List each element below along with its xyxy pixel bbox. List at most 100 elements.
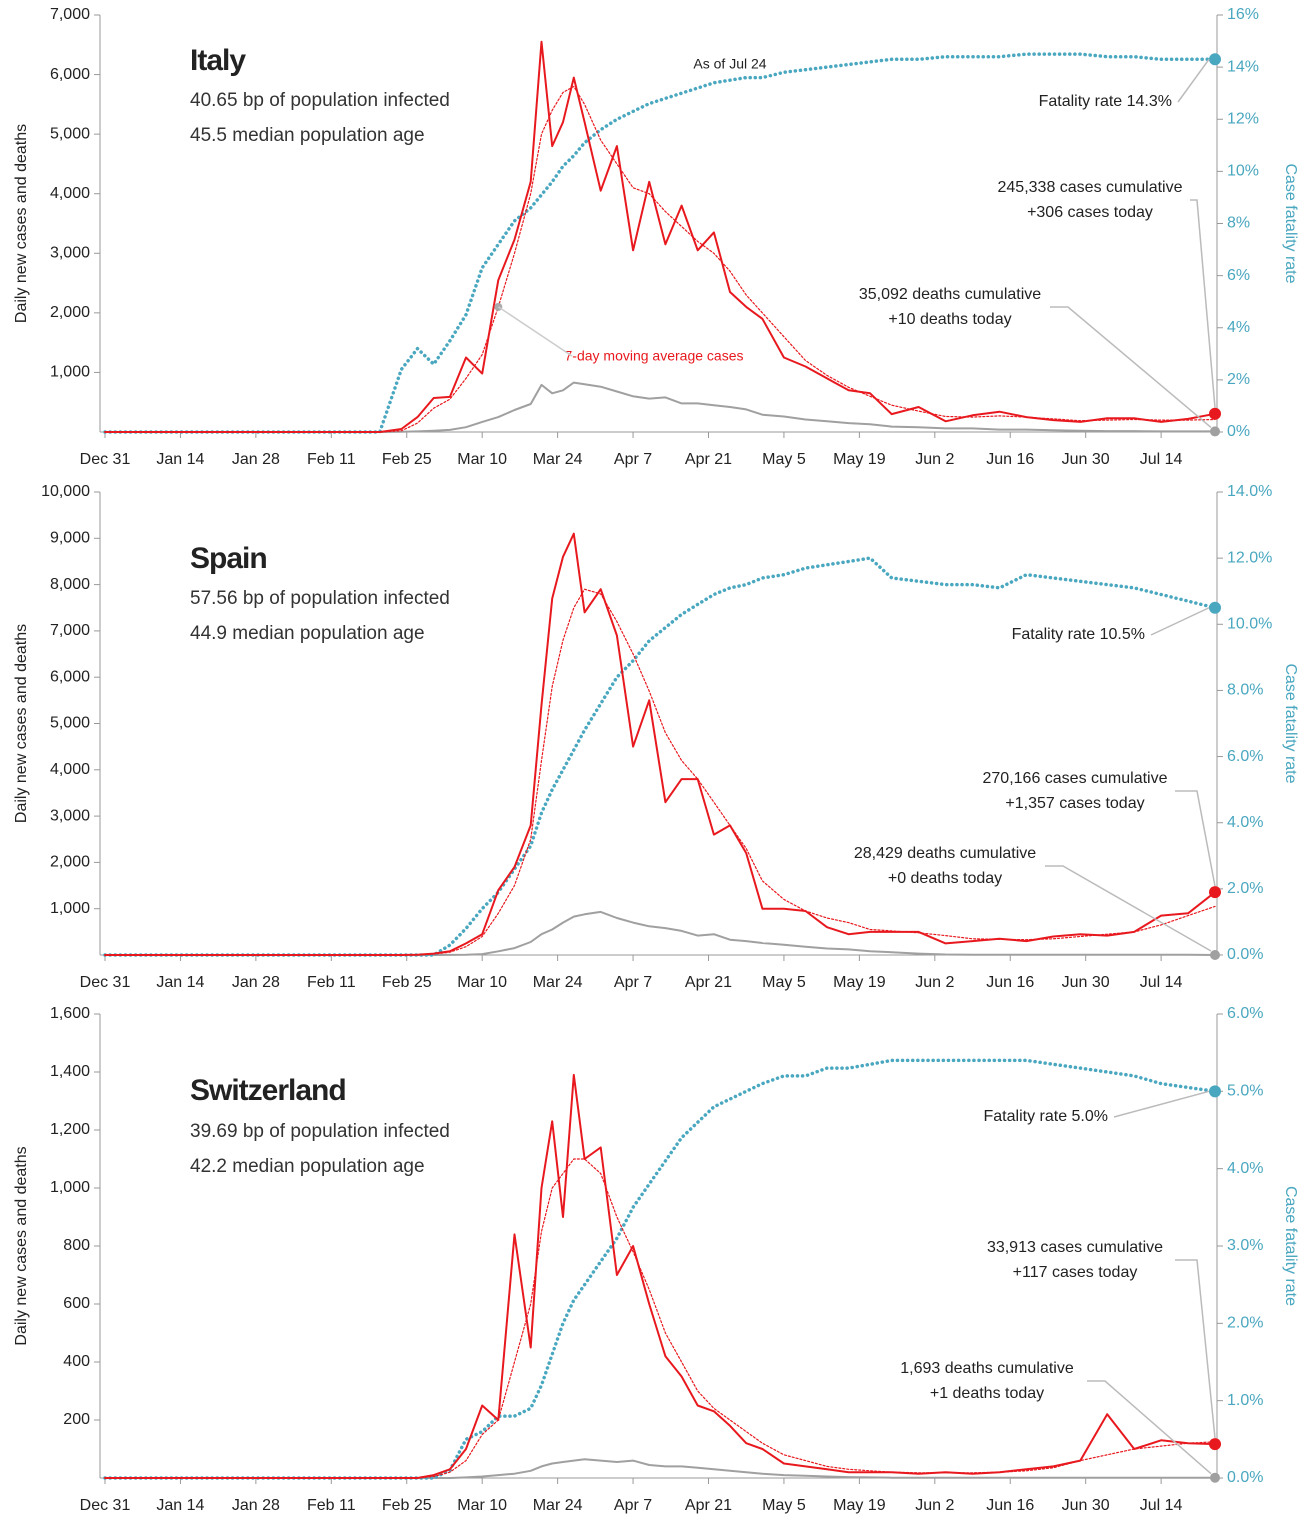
x-tick-label: May 5 [762,1497,806,1514]
y2-tick-label: 12% [1227,110,1259,127]
info-infected: 57.56 bp of population infected [190,588,450,609]
y2-tick-label: 6% [1227,267,1250,284]
ma-label: 7-day moving average cases [565,348,744,364]
y2-tick-label: 0.0% [1227,946,1263,963]
info-infected: 40.65 bp of population infected [190,90,450,111]
x-tick-label: Dec 31 [80,974,131,991]
x-tick-label: Mar 10 [457,974,507,991]
x-tick-label: Apr 21 [685,1497,732,1514]
fatality-label: Fatality rate 10.5% [1012,626,1145,643]
y2-tick-label: 0.0% [1227,1469,1263,1486]
x-tick-label: May 5 [762,451,806,468]
y-tick-label: 1,600 [50,1005,90,1022]
end-dot [1209,53,1221,66]
x-tick-label: Feb 25 [382,451,432,468]
y2-axis-label: Case fatality rate [1282,1186,1299,1306]
leader [1175,1259,1216,1439]
series-line [103,556,1217,957]
x-tick-label: Feb 11 [307,974,356,991]
series-line [104,85,1216,433]
series-line [104,40,1216,433]
x-tick-label: Apr 7 [614,974,652,991]
y-tick-label: 5,000 [50,715,90,732]
y-tick-label: 400 [63,1353,90,1370]
info-age: 42.2 median population age [190,1156,425,1177]
x-tick-label: Jan 28 [232,451,280,468]
end-dot [1209,886,1221,899]
y-tick-label: 8,000 [50,576,90,593]
end-dot [1209,1438,1221,1451]
leader [1113,1090,1210,1118]
y2-tick-label: 2% [1227,371,1250,388]
y2-axis-label: Case fatality rate [1282,163,1299,283]
leader [1050,306,1212,428]
x-tick-label: Jan 28 [232,1497,280,1514]
y2-tick-label: 10% [1227,163,1259,180]
x-tick-label: Apr 21 [685,451,732,468]
x-tick-label: Jun 30 [1062,1497,1110,1514]
series-line [103,52,1217,434]
leader [1175,790,1216,887]
leader [1087,1380,1212,1475]
country-title: Italy [190,44,246,77]
x-tick-label: Jun 2 [915,1497,954,1514]
x-tick-label: Jun 30 [1062,451,1110,468]
leader [497,306,573,357]
y-tick-label: 1,200 [50,1121,90,1138]
end-dot [1210,426,1220,437]
info-infected: 39.69 bp of population infected [190,1121,450,1142]
x-tick-label: Feb 11 [307,1497,356,1514]
y-tick-label: 9,000 [50,530,90,547]
y-tick-label: 600 [63,1295,90,1312]
series-line [103,1058,1217,1480]
end-dot [1209,1085,1221,1098]
y2-tick-label: 0% [1227,423,1250,440]
deaths-today: +10 deaths today [888,311,1011,328]
y2-tick-label: 4% [1227,319,1250,336]
x-tick-label: Feb 25 [382,974,432,991]
y2-tick-label: 3.0% [1227,1237,1263,1254]
y-tick-label: 1,000 [50,364,90,381]
x-tick-label: Dec 31 [80,451,131,468]
series-line [104,910,1216,956]
x-tick-label: Jun 30 [1062,974,1110,991]
y-tick-label: 5,000 [50,125,90,142]
y-axis-label: Daily new cases and deaths [13,124,30,323]
y-tick-label: 3,000 [50,807,90,824]
x-tick-label: Dec 31 [80,1497,131,1514]
y-tick-label: 1,400 [50,1063,90,1080]
series-line [104,532,1216,956]
y-axis-label: Daily new cases and deaths [13,1146,30,1345]
cases-cum: 245,338 cases cumulative [998,179,1183,196]
cases-today: +1,357 cases today [1005,795,1144,812]
x-tick-label: Apr 21 [685,974,732,991]
y2-tick-label: 6.0% [1227,748,1263,765]
y-tick-label: 4,000 [50,185,90,202]
y2-axis-label: Case fatality rate [1282,663,1299,783]
y-tick-label: 200 [63,1411,90,1428]
y-tick-label: 2,000 [50,854,90,871]
x-tick-label: Mar 10 [457,451,507,468]
country-title: Spain [190,542,267,575]
y2-tick-label: 6.0% [1227,1005,1263,1022]
x-tick-label: Jul 14 [1140,1497,1183,1514]
end-dot [1210,1472,1220,1483]
y2-tick-label: 14% [1227,58,1259,75]
leader [1150,607,1210,636]
y-tick-label: 7,000 [50,6,90,23]
x-tick-label: Apr 7 [614,1497,652,1514]
leader [1177,58,1210,103]
leader [1190,199,1216,408]
x-tick-label: Mar 24 [533,451,583,468]
end-dot [1210,950,1220,960]
series-line [104,1158,1216,1479]
x-tick-label: Jun 16 [986,1497,1034,1514]
deaths-cum: 35,092 deaths cumulative [859,286,1041,303]
x-tick-label: Jun 2 [915,451,954,468]
series-line [104,1073,1216,1479]
y-tick-label: 1,000 [50,1179,90,1196]
y-tick-label: 7,000 [50,622,90,639]
deaths-cum: 1,693 deaths cumulative [900,1360,1074,1377]
x-tick-label: Jul 14 [1140,974,1183,991]
